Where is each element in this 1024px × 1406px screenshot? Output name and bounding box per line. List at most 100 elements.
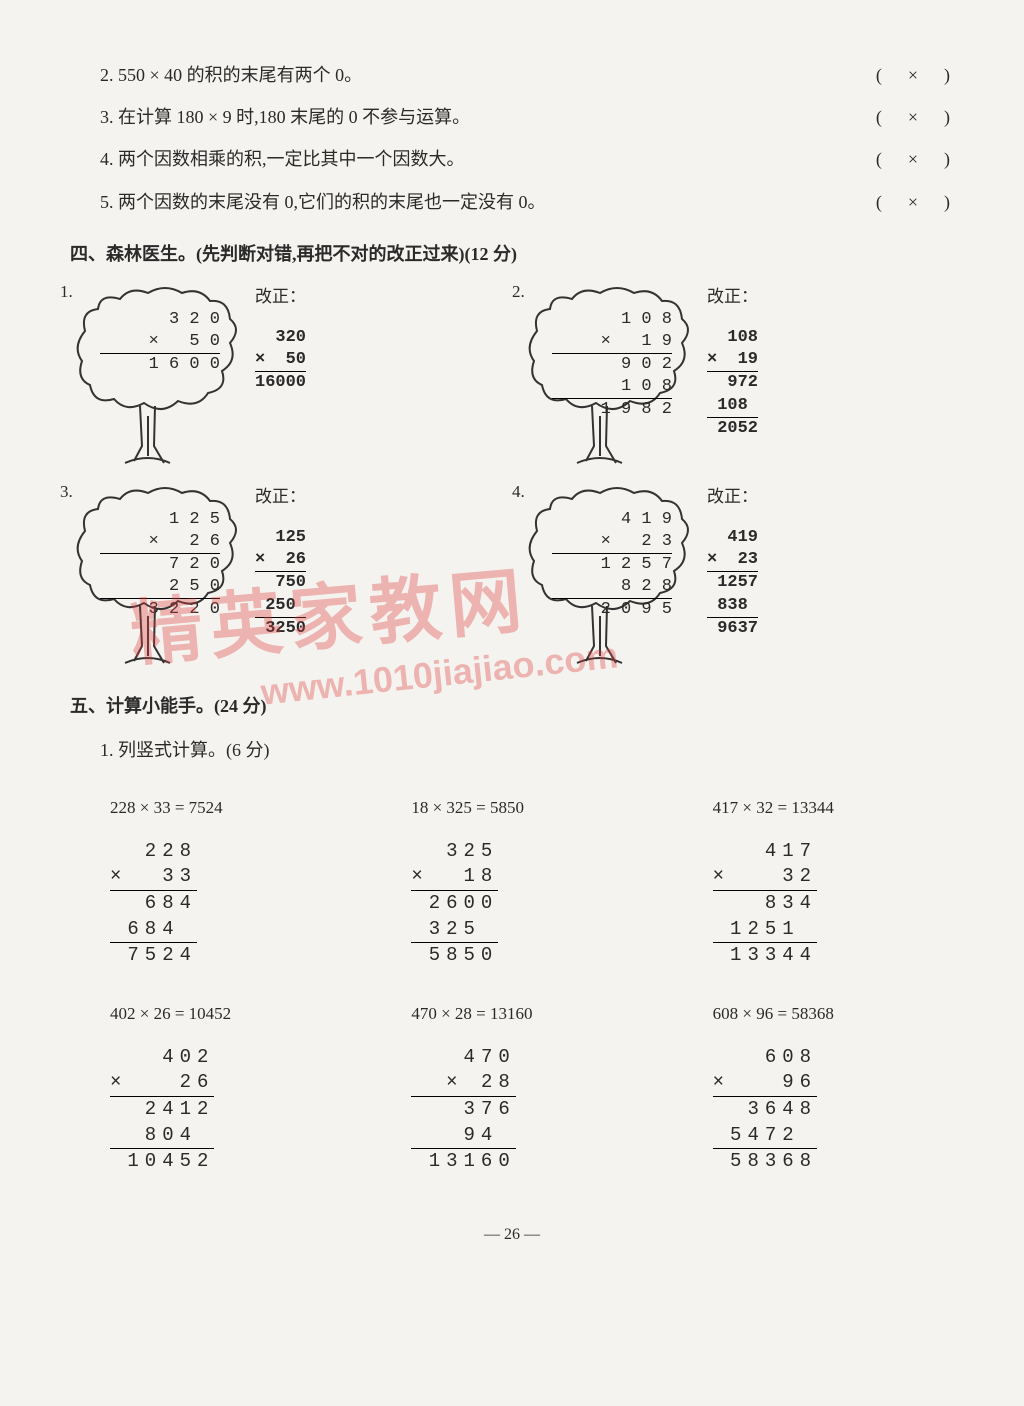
calc-line: 804	[110, 1123, 214, 1149]
question-row: 4. 两个因数相乘的积,一定比其中一个因数大。( × )	[70, 142, 954, 176]
calc-line: × 32	[713, 864, 817, 890]
tree-box: 2. 1 0 8× 1 9 9 0 2 1 0 8 1 9 8 2	[522, 281, 692, 471]
calc-line: 1251	[713, 917, 817, 943]
correction-label: 改正：	[255, 481, 306, 513]
calc-line: 8 2 8	[552, 576, 672, 598]
correction-block: 改正： 320× 5016000	[255, 281, 306, 395]
tree-box: 1. 3 2 0× 5 0 1 6 0 0	[70, 281, 240, 471]
vertical-calculation: 228× 33 684 684 7524	[110, 839, 197, 969]
calc-line: 94	[411, 1123, 515, 1149]
sec5-item: 18 × 325 = 5850 325× 18 2600 325 5850	[411, 792, 652, 973]
tree-calculation: 1 2 5× 2 6 7 2 0 2 5 0 3 2 2 0	[100, 509, 220, 621]
sec5-item: 402 × 26 = 10452 402× 26 2412 804 10452	[110, 998, 351, 1179]
question-text: 5. 两个因数的末尾没有 0,它们的积的末尾也一定没有 0。	[100, 185, 876, 219]
calc-line: 3 2 0	[100, 309, 220, 331]
forest-item: 1. 3 2 0× 5 0 1 6 0 0 改正： 320× 5016000	[70, 281, 502, 471]
question-text: 4. 两个因数相乘的积,一定比其中一个因数大。	[100, 142, 876, 176]
answer-parenthesis: ( × )	[876, 100, 954, 134]
calc-line: 325	[411, 917, 498, 943]
equation-text: 417 × 32 = 13344	[713, 792, 954, 824]
tree-box: 4. 4 1 9× 2 3 1 2 5 7 8 2 8 2 0 9 5	[522, 481, 692, 671]
section5-problems: 228 × 33 = 7524 228× 33 684 684 7524 18 ×…	[70, 792, 954, 1179]
correction-block: 改正： 419× 231257 838 9637	[707, 481, 758, 640]
sec5-row: 228 × 33 = 7524 228× 33 684 684 7524 18 ×…	[110, 792, 954, 973]
calc-line: 250	[255, 595, 306, 617]
tree-calculation: 4 1 9× 2 3 1 2 5 7 8 2 8 2 0 9 5	[552, 509, 672, 621]
question-row: 5. 两个因数的末尾没有 0,它们的积的末尾也一定没有 0。( × )	[70, 185, 954, 219]
calc-line: 10452	[110, 1148, 214, 1175]
sec5-item: 228 × 33 = 7524 228× 33 684 684 7524	[110, 792, 351, 973]
forest-item-number: 3.	[60, 476, 73, 508]
correction-calc: 419× 231257 838 9637	[707, 517, 758, 639]
calc-line: 2052	[707, 417, 758, 440]
calc-line: 58368	[713, 1148, 817, 1175]
correction-block: 改正： 125× 26 750 250 3250	[255, 481, 306, 640]
calc-line: 684	[110, 890, 197, 917]
answer-parenthesis: ( × )	[876, 58, 954, 92]
calc-line: 684	[110, 917, 197, 943]
correction-calc: 108× 19 972 108 2052	[707, 317, 758, 439]
calc-line: 7 2 0	[100, 553, 220, 576]
tree-box: 3. 1 2 5× 2 6 7 2 0 2 5 0 3 2 2 0	[70, 481, 240, 671]
equation-text: 18 × 325 = 5850	[411, 792, 652, 824]
calc-line: 750	[255, 571, 306, 594]
calc-line: 2600	[411, 890, 498, 917]
equation-text: 402 × 26 = 10452	[110, 998, 351, 1030]
answer-parenthesis: ( × )	[876, 185, 954, 219]
calc-line: × 23	[707, 549, 758, 571]
calc-line: × 2 3	[552, 531, 672, 553]
calc-line: 2 0 9 5	[552, 598, 672, 621]
calc-line: 320	[255, 327, 306, 349]
correction-calc: 125× 26 750 250 3250	[255, 517, 306, 639]
vertical-calculation: 417× 32 834 1251 13344	[713, 839, 817, 969]
calc-line: 325	[411, 839, 498, 865]
calc-line: 838	[707, 595, 758, 617]
page-number: — 26 —	[70, 1220, 954, 1250]
calc-line: 1 6 0 0	[100, 353, 220, 376]
equation-text: 470 × 28 = 13160	[411, 998, 652, 1030]
sec5-item: 608 × 96 = 58368 608× 96 3648 5472 58368	[713, 998, 954, 1179]
calc-line: 13344	[713, 942, 817, 969]
calc-line: 2412	[110, 1096, 214, 1123]
forest-item-number: 4.	[512, 476, 525, 508]
calc-line: × 2 6	[100, 531, 220, 553]
forest-item: 4. 4 1 9× 2 3 1 2 5 7 8 2 8 2 0 9 5 改正： 4…	[522, 481, 954, 671]
vertical-calculation: 402× 26 2412 804 10452	[110, 1045, 214, 1175]
calc-line: 228	[110, 839, 197, 865]
vertical-calculation: 608× 96 3648 5472 58368	[713, 1045, 817, 1175]
tree-calculation: 3 2 0× 5 0 1 6 0 0	[100, 309, 220, 376]
calc-line: × 5 0	[100, 331, 220, 353]
calc-line: 5472	[713, 1123, 817, 1149]
equation-text: 608 × 96 = 58368	[713, 998, 954, 1030]
calc-line: × 19	[707, 349, 758, 371]
question-row: 3. 在计算 180 × 9 时,180 末尾的 0 不参与运算。( × )	[70, 100, 954, 134]
section5-sub1: 1. 列竖式计算。(6 分)	[70, 733, 954, 767]
true-false-section: 2. 550 × 40 的积的末尾有两个 0。( × )3. 在计算 180 ×…	[70, 58, 954, 219]
correction-label: 改正：	[255, 281, 306, 313]
sec5-row: 402 × 26 = 10452 402× 26 2412 804 104524…	[110, 998, 954, 1179]
vertical-calculation: 470 × 28 376 94 13160	[411, 1045, 515, 1175]
calc-line: 1 2 5 7	[552, 553, 672, 576]
calc-line: 16000	[255, 371, 306, 394]
question-text: 3. 在计算 180 × 9 时,180 末尾的 0 不参与运算。	[100, 100, 876, 134]
calc-line: × 96	[713, 1070, 817, 1096]
calc-line: × 33	[110, 864, 197, 890]
forest-doctor-grid: 1. 3 2 0× 5 0 1 6 0 0 改正： 320× 5016000 2.…	[70, 281, 954, 671]
calc-line: 1 0 8	[552, 376, 672, 398]
calc-line: 376	[411, 1096, 515, 1123]
forest-row: 3. 1 2 5× 2 6 7 2 0 2 5 0 3 2 2 0 改正： 125…	[70, 481, 954, 671]
correction-label: 改正：	[707, 281, 758, 313]
calc-line: 125	[255, 527, 306, 549]
calc-line: 4 1 9	[552, 509, 672, 531]
calc-line: 1257	[707, 571, 758, 594]
calc-line: × 26	[255, 549, 306, 571]
calc-line: 108	[707, 327, 758, 349]
calc-line: × 18	[411, 864, 498, 890]
calc-line: 1 2 5	[100, 509, 220, 531]
calc-line: × 26	[110, 1070, 214, 1096]
calc-line: 13160	[411, 1148, 515, 1175]
calc-line: 9 0 2	[552, 353, 672, 376]
section5-title: 五、计算小能手。(24 分)	[70, 689, 954, 723]
calc-line: 3250	[255, 617, 306, 640]
calc-line: 419	[707, 527, 758, 549]
